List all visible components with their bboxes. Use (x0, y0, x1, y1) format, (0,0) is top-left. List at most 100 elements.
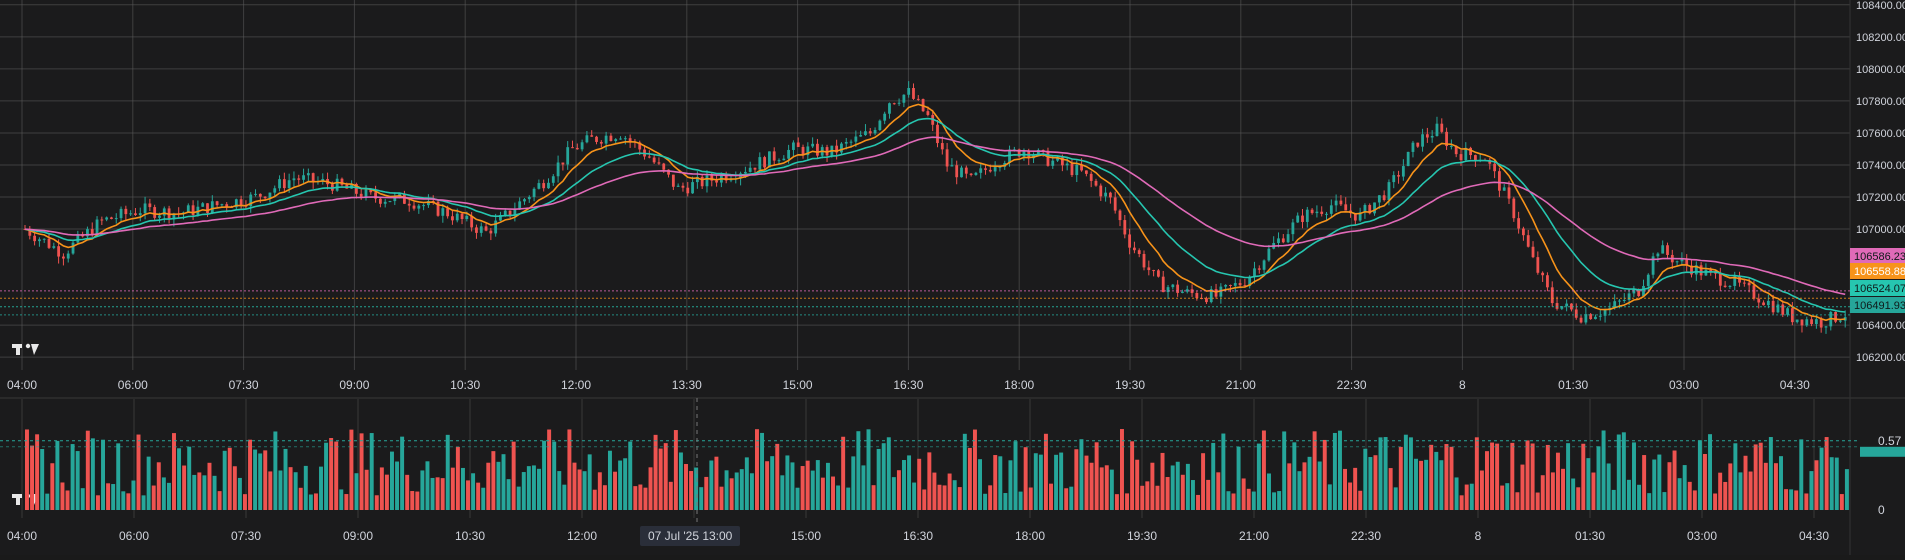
candle-body (763, 157, 767, 168)
candle-body (388, 201, 392, 203)
candle-body (383, 201, 387, 204)
volume-bar (891, 477, 896, 510)
candle-body (964, 167, 968, 174)
candle-body (782, 158, 786, 161)
volume-bar (1099, 467, 1104, 510)
candle-body (1814, 319, 1818, 325)
volume-bar (765, 461, 770, 510)
candle-body (892, 103, 896, 105)
volume-time-axis-label: 09:00 (343, 529, 373, 543)
candle-body (38, 239, 41, 242)
candle-body (960, 167, 963, 178)
candle-body (907, 87, 911, 95)
volume-bar (354, 473, 359, 510)
candle-body (499, 214, 502, 221)
volume-bar (714, 456, 719, 510)
volume-time-axis-label: 12:00 (567, 529, 597, 543)
time-axis-label: 01:30 (1558, 378, 1588, 392)
volume-bar (1753, 444, 1758, 510)
candle-body (1637, 289, 1641, 297)
volume-bar (384, 474, 389, 510)
volume-bar (602, 485, 607, 510)
volume-bar (420, 470, 425, 510)
candle-body (1358, 212, 1362, 221)
candle-body (1075, 164, 1079, 176)
volume-bar (699, 487, 704, 510)
volume-time-axis-label: 07:30 (231, 529, 261, 543)
candle-body (436, 201, 440, 216)
volume-bar (90, 438, 95, 510)
candle-body (936, 124, 939, 144)
volume-bar (55, 440, 60, 510)
candle-body (657, 162, 661, 164)
candle-body (114, 218, 118, 220)
candle-body (210, 201, 214, 214)
candle-body (772, 151, 776, 161)
candle-body (1339, 200, 1343, 205)
volume-bar (1312, 431, 1317, 510)
candle-body (1253, 268, 1256, 277)
ma-slow-line (24, 136, 1846, 296)
candle-body (542, 183, 546, 189)
volume-bar (1251, 491, 1256, 510)
volume-bar (1738, 472, 1743, 510)
candle-body (302, 175, 305, 180)
candle-body (988, 169, 992, 172)
volume-bar (552, 441, 557, 510)
volume-bar (597, 472, 602, 510)
volume-bar (607, 450, 612, 510)
candle-body (1579, 317, 1583, 323)
volume-time-axis-label: 06:00 (119, 529, 149, 543)
candle-body (1680, 259, 1684, 262)
candle-body (671, 174, 675, 187)
volume-bar (1591, 472, 1596, 510)
candle-body (1594, 316, 1597, 320)
candle-body (1036, 149, 1040, 156)
price-axis-label: 106200.00 (1856, 352, 1905, 364)
candle-body (1541, 272, 1545, 276)
candle-body (1464, 147, 1468, 161)
candle-body (1334, 200, 1338, 206)
candle-body (1598, 315, 1602, 317)
volume-bar (1621, 432, 1626, 510)
candle-body (62, 256, 65, 259)
volume-bar (126, 493, 131, 510)
candle-body (287, 180, 291, 189)
volume-bar (694, 467, 699, 510)
candle-body (1430, 135, 1434, 138)
candle-body (1344, 204, 1348, 211)
volume-bar (962, 433, 967, 510)
volume-bar (1388, 468, 1393, 510)
volume-bar (425, 461, 430, 510)
volume-bar (1145, 481, 1150, 510)
volume-bar (460, 467, 465, 510)
volume-bar (562, 484, 567, 510)
volume-bar (1586, 458, 1591, 510)
candle-body (1488, 159, 1492, 164)
volume-bar (248, 439, 253, 510)
volume-bar (364, 469, 369, 510)
volume-bar (1657, 454, 1662, 510)
candle-body (441, 208, 445, 216)
candle-body (412, 205, 416, 209)
candle-body (100, 219, 104, 221)
volume-bar (1337, 430, 1342, 510)
volume-time-axis-label: 03:00 (1687, 529, 1717, 543)
ma-fast-line (24, 103, 1846, 322)
candle-body (1570, 303, 1573, 310)
candle-body (1147, 267, 1151, 271)
volume-bar (242, 494, 247, 510)
volume-bar (1662, 492, 1667, 510)
volume-bar (476, 482, 481, 510)
volume-bar (288, 467, 293, 510)
price-axis-label: 106400.00 (1856, 320, 1905, 332)
volume-bar (1779, 456, 1783, 510)
candle-body (777, 160, 781, 162)
candle-body (364, 189, 368, 198)
candle-body (1425, 134, 1429, 138)
candle-body (1742, 282, 1746, 284)
volume-bar (1292, 442, 1297, 510)
volume-bar (506, 479, 511, 510)
volume-bar (587, 454, 592, 510)
